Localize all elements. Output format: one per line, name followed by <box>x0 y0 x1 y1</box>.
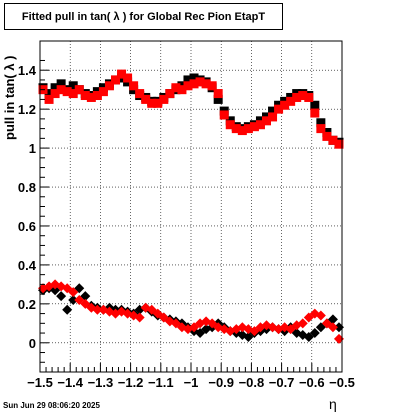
square-marker <box>292 92 302 102</box>
square-marker <box>80 91 90 101</box>
square-marker <box>286 96 296 106</box>
square-marker <box>68 89 78 99</box>
timestamp: Sun Jun 29 08:06:20 2025 <box>3 401 100 410</box>
square-marker <box>44 94 54 104</box>
square-marker <box>44 89 54 99</box>
square-marker <box>171 83 181 93</box>
x-tick-label: −0.6 <box>299 375 325 390</box>
square-marker <box>316 124 326 134</box>
square-marker <box>268 106 278 116</box>
y-tick-label: 1.4 <box>18 63 37 78</box>
data-points <box>38 69 344 344</box>
square-marker <box>68 81 78 91</box>
square-marker <box>111 75 120 85</box>
square-marker <box>153 98 163 108</box>
square-marker <box>255 120 265 130</box>
square-marker <box>147 98 157 108</box>
square-marker <box>328 135 338 145</box>
y-tick-label: 0 <box>29 336 36 351</box>
x-tick-label: −0.8 <box>239 375 265 390</box>
square-marker <box>50 83 60 93</box>
square-marker <box>104 81 114 91</box>
y-tick-label: 0.4 <box>18 258 37 273</box>
square-marker <box>189 79 199 89</box>
diamond-marker <box>92 304 103 315</box>
square-marker <box>86 92 96 102</box>
square-marker <box>117 69 127 79</box>
square-marker <box>62 87 72 97</box>
square-marker <box>165 89 175 99</box>
square-marker <box>213 94 223 104</box>
square-marker <box>183 75 193 85</box>
square-marker <box>207 81 217 91</box>
square-marker <box>262 116 271 126</box>
square-marker <box>249 122 259 132</box>
square-marker <box>177 85 187 95</box>
x-tick-label: −0.9 <box>208 375 234 390</box>
square-marker <box>322 131 332 141</box>
diamond-marker <box>134 312 145 323</box>
chart-title: Fitted pull in tan( λ ) for Global Rec P… <box>4 3 283 30</box>
square-marker <box>92 91 102 101</box>
square-marker <box>280 100 290 110</box>
x-tick-label: −1.5 <box>27 375 53 390</box>
x-tick-label: −1 <box>184 375 199 390</box>
square-marker <box>123 73 133 83</box>
square-marker <box>274 104 284 114</box>
x-tick-label: −1.2 <box>118 375 144 390</box>
square-marker <box>334 139 344 149</box>
y-tick-label: 1 <box>29 141 36 156</box>
square-marker <box>74 85 84 95</box>
diamond-marker <box>62 304 73 315</box>
square-marker <box>56 85 66 95</box>
square-marker <box>243 124 253 134</box>
y-tick-label: 0.2 <box>18 297 36 312</box>
square-marker <box>50 89 60 99</box>
square-marker <box>189 73 199 83</box>
square-marker <box>135 89 145 99</box>
square-marker <box>98 87 108 97</box>
square-marker <box>268 112 278 122</box>
diamond-marker <box>56 291 67 302</box>
square-marker <box>219 110 229 120</box>
y-axis-label: pull in tan( λ ) <box>2 55 17 141</box>
y-tick-label: 0.6 <box>18 219 36 234</box>
diamond-marker <box>249 326 260 337</box>
square-marker <box>225 120 235 130</box>
diamond-marker <box>309 328 320 339</box>
square-marker <box>310 108 320 118</box>
square-marker <box>310 100 320 110</box>
square-marker <box>201 79 211 89</box>
grid <box>40 41 342 372</box>
y-tick-label: 1.2 <box>18 102 36 117</box>
square-marker <box>316 118 326 128</box>
square-marker <box>213 89 223 99</box>
square-marker <box>304 92 314 102</box>
square-marker <box>298 91 308 101</box>
square-marker <box>183 81 193 91</box>
square-marker <box>56 79 66 89</box>
diamond-marker <box>68 287 79 298</box>
diamond-marker <box>315 310 326 321</box>
diamond-marker <box>333 322 344 333</box>
diamond-marker <box>327 322 338 333</box>
diamond-marker <box>68 294 79 305</box>
x-tick-label: −0.7 <box>269 375 295 390</box>
square-marker <box>159 94 169 104</box>
y-tick-label: 0.8 <box>18 180 36 195</box>
x-tick-label: −1.4 <box>57 375 83 390</box>
diamond-marker <box>333 333 344 344</box>
square-marker <box>141 94 151 104</box>
x-tick-label: −0.5 <box>329 375 355 390</box>
square-marker <box>195 77 205 87</box>
square-marker <box>129 81 139 91</box>
ticks: −1.5 −1.4 −1.3 −1.2 −1.1 −1 −0.9 −0.8 −0.7 −0.6 −0… <box>18 59 355 390</box>
x-tick-label: −1.3 <box>88 375 114 390</box>
x-axis-label: η <box>329 396 337 412</box>
x-tick-label: −1.1 <box>148 375 174 390</box>
square-marker <box>237 126 247 136</box>
square-marker <box>231 124 241 134</box>
diamond-marker <box>297 318 308 329</box>
